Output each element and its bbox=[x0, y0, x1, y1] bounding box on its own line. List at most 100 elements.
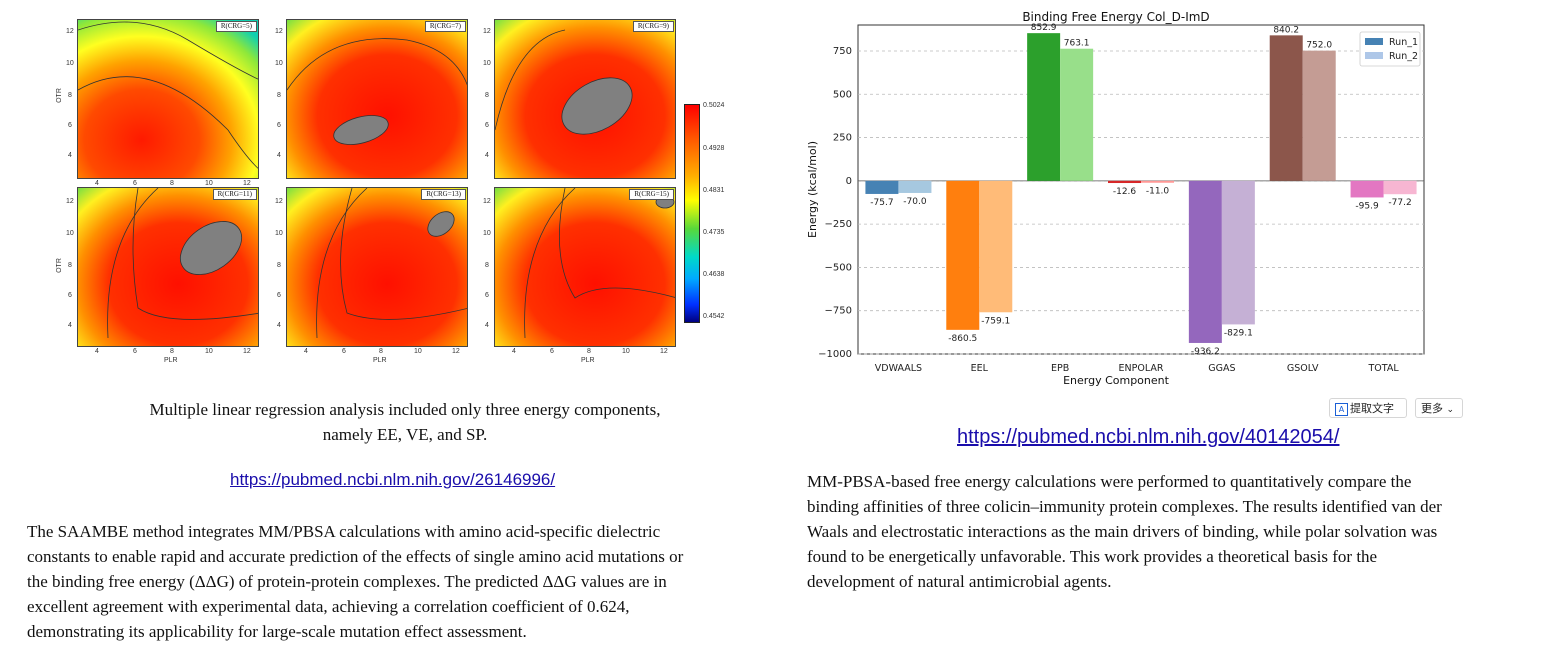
bar bbox=[1141, 180, 1174, 183]
caption-line: namely EE, VE, and SP. bbox=[322, 425, 488, 444]
x-tick-label: VDWAALS bbox=[875, 363, 922, 374]
bar bbox=[1060, 48, 1094, 181]
x-tick: 12 bbox=[660, 348, 668, 355]
y-tick-label: −750 bbox=[825, 306, 852, 317]
x-tick: 8 bbox=[170, 348, 174, 355]
contour-panel-5: R(CRG=13) bbox=[286, 187, 468, 347]
data-label: -759.1 bbox=[981, 316, 1010, 326]
y-tick: 10 bbox=[275, 230, 283, 237]
chart-title: Binding Free Energy Col_D-ImD bbox=[1022, 10, 1209, 24]
colorbar-tick: 0.4735 bbox=[703, 229, 725, 236]
paragraph-line: found to be energetically unfavorable. T… bbox=[807, 547, 1378, 566]
y-tick: 8 bbox=[68, 92, 72, 99]
y-tick: 6 bbox=[277, 122, 281, 129]
chevron-down-icon: ⌄ bbox=[1446, 405, 1455, 415]
text-scan-icon: A bbox=[1335, 402, 1348, 416]
x-tick-label: GGAS bbox=[1208, 363, 1235, 374]
x-tick: 6 bbox=[133, 348, 137, 355]
y-tick-label: 250 bbox=[833, 133, 852, 144]
data-label: -75.7 bbox=[870, 198, 893, 208]
x-tick: 8 bbox=[587, 348, 591, 355]
y-axis-label: OTR bbox=[55, 88, 63, 103]
y-tick: 10 bbox=[66, 230, 74, 237]
y-tick: 4 bbox=[68, 152, 72, 159]
y-tick: 6 bbox=[68, 292, 72, 299]
x-tick: 12 bbox=[243, 348, 251, 355]
bar bbox=[946, 180, 980, 330]
legend-label: Run_2 bbox=[1389, 51, 1418, 62]
legend-swatch bbox=[1365, 38, 1383, 45]
bar bbox=[1221, 180, 1255, 325]
data-label: -77.2 bbox=[1388, 198, 1411, 208]
data-label: 752.0 bbox=[1306, 41, 1332, 51]
more-button[interactable]: 更多 ⌄ bbox=[1415, 398, 1463, 418]
y-tick: 12 bbox=[66, 198, 74, 205]
data-label: 840.2 bbox=[1273, 25, 1299, 35]
x-tick-label: ENPOLAR bbox=[1119, 363, 1164, 374]
y-axis-label: OTR bbox=[55, 258, 63, 273]
data-label: 852.9 bbox=[1031, 23, 1057, 33]
colorbar-tick: 0.4831 bbox=[703, 187, 725, 194]
left-description: The SAAMBE method integrates MM/PBSA cal… bbox=[27, 519, 787, 644]
panel-label: R(CRG=15) bbox=[629, 189, 674, 200]
y-tick: 8 bbox=[485, 92, 489, 99]
y-tick: 6 bbox=[68, 122, 72, 129]
y-tick: 4 bbox=[485, 322, 489, 329]
y-tick: 12 bbox=[275, 28, 283, 35]
data-label: -936.2 bbox=[1191, 347, 1220, 357]
panel-label: R(CRG=11) bbox=[212, 189, 257, 200]
paragraph-line: development of natural antimicrobial age… bbox=[807, 572, 1112, 591]
colorbar bbox=[684, 104, 700, 323]
figure-caption: Multiple linear regression analysis incl… bbox=[90, 397, 720, 447]
bar bbox=[865, 180, 899, 194]
y-axis-label: Energy (kcal/mol) bbox=[806, 141, 819, 238]
pubmed-link-right[interactable]: https://pubmed.ncbi.nlm.nih.gov/40142054… bbox=[957, 426, 1340, 448]
x-tick: 8 bbox=[379, 348, 383, 355]
contour-panel-6: R(CRG=15) bbox=[494, 187, 676, 347]
x-tick: 8 bbox=[170, 180, 174, 187]
data-label: -11.0 bbox=[1146, 187, 1170, 197]
y-tick-label: 0 bbox=[846, 176, 852, 187]
bar bbox=[1350, 180, 1384, 198]
y-tick: 8 bbox=[277, 92, 281, 99]
y-tick: 8 bbox=[485, 262, 489, 269]
contour-panel-3: R(CRG=9) bbox=[494, 19, 676, 179]
y-tick: 8 bbox=[277, 262, 281, 269]
y-tick: 10 bbox=[483, 230, 491, 237]
data-label: -860.5 bbox=[948, 334, 977, 344]
y-tick: 10 bbox=[66, 60, 74, 67]
x-tick: 6 bbox=[342, 348, 346, 355]
bar bbox=[1383, 180, 1417, 195]
pubmed-link-left[interactable]: https://pubmed.ncbi.nlm.nih.gov/26146996… bbox=[230, 470, 556, 489]
paragraph-line: excellent agreement with experimental da… bbox=[27, 597, 630, 616]
paragraph-line: MM-PBSA-based free energy calculations w… bbox=[807, 472, 1412, 491]
plot-area bbox=[857, 24, 1425, 355]
extract-text-label: 提取文字 bbox=[1350, 402, 1394, 415]
extract-text-button[interactable]: A 提取文字 bbox=[1329, 398, 1407, 418]
x-axis-label: PLR bbox=[581, 357, 595, 364]
paragraph-line: The SAAMBE method integrates MM/PBSA cal… bbox=[27, 522, 661, 541]
x-tick: 6 bbox=[133, 180, 137, 187]
y-tick-label: −1000 bbox=[818, 349, 852, 360]
x-axis-label: PLR bbox=[373, 357, 387, 364]
x-axis-label: Energy Component bbox=[1063, 374, 1170, 386]
y-tick: 6 bbox=[485, 122, 489, 129]
colorbar-tick: 0.4542 bbox=[703, 313, 725, 320]
x-tick: 4 bbox=[512, 348, 516, 355]
x-tick: 4 bbox=[95, 348, 99, 355]
paragraph-line: the binding free energy (ΔΔG) of protein… bbox=[27, 572, 667, 591]
y-tick: 12 bbox=[66, 28, 74, 35]
x-tick: 12 bbox=[243, 180, 251, 187]
panel-label: R(CRG=13) bbox=[421, 189, 466, 200]
bar bbox=[1302, 50, 1336, 181]
y-tick-label: 750 bbox=[833, 46, 852, 57]
data-label: -70.0 bbox=[903, 197, 927, 207]
y-tick-label: −500 bbox=[825, 262, 852, 273]
paragraph-line: demonstrating its applicability for larg… bbox=[27, 622, 527, 641]
more-label: 更多 bbox=[1421, 402, 1443, 415]
x-tick: 4 bbox=[304, 348, 308, 355]
x-tick-label: EEL bbox=[971, 363, 989, 374]
bar bbox=[1027, 33, 1061, 181]
y-tick: 10 bbox=[275, 60, 283, 67]
y-tick: 8 bbox=[68, 262, 72, 269]
